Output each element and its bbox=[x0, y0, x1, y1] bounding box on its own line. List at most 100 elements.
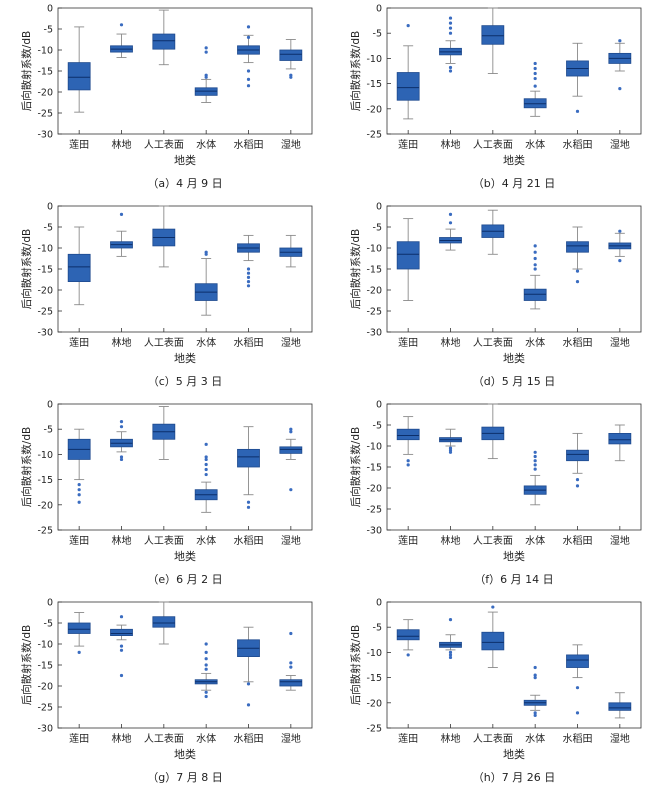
outlier-point bbox=[406, 463, 410, 467]
x-tick-label: 人工表面 bbox=[473, 732, 513, 745]
x-tick-label: 莲田 bbox=[398, 337, 418, 349]
panel-caption: （c）5 月 3 日 bbox=[148, 375, 223, 388]
box-0 bbox=[67, 612, 91, 654]
outlier-point bbox=[119, 648, 124, 652]
box-3 bbox=[523, 665, 547, 717]
box-1 bbox=[439, 428, 462, 454]
x-tick-label: 林地 bbox=[112, 138, 132, 151]
y-tick-label: 0 bbox=[376, 202, 382, 213]
x-tick-label: 莲田 bbox=[398, 139, 418, 151]
box-1 bbox=[439, 16, 462, 73]
outlier-point bbox=[575, 109, 580, 113]
outlier-point bbox=[246, 271, 251, 275]
panel-caption: （b）4 月 21 日 bbox=[473, 177, 555, 190]
panel-caption: （h）7 月 26 日 bbox=[473, 771, 555, 784]
y-tick-label: -10 bbox=[366, 244, 382, 255]
y-tick-label: -5 bbox=[44, 619, 53, 630]
outlier-point bbox=[533, 76, 537, 81]
outlier-point bbox=[448, 212, 453, 216]
box-5 bbox=[279, 39, 303, 79]
y-tick-label: -15 bbox=[37, 661, 53, 672]
box-iqr bbox=[67, 622, 91, 634]
box-5 bbox=[608, 424, 632, 462]
outlier-point bbox=[204, 442, 208, 446]
box-iqr bbox=[396, 428, 420, 441]
outlier-point bbox=[77, 488, 81, 492]
panel-caption: （d）5 月 15 日 bbox=[473, 375, 555, 388]
outlier-point bbox=[204, 667, 208, 671]
outlier-point bbox=[289, 661, 293, 665]
box-iqr bbox=[279, 49, 303, 61]
outlier-point bbox=[618, 87, 622, 91]
outlier-point bbox=[246, 703, 251, 707]
outlier-point bbox=[533, 66, 537, 71]
box-4 bbox=[566, 432, 589, 488]
outlier-point bbox=[289, 427, 293, 431]
box-1 bbox=[439, 212, 462, 251]
x-tick-label: 人工表面 bbox=[144, 732, 184, 745]
box-1 bbox=[110, 212, 133, 257]
outlier-point bbox=[406, 653, 410, 657]
plot-frame bbox=[386, 601, 642, 729]
outlier-point bbox=[491, 605, 495, 609]
outlier-point bbox=[246, 84, 251, 88]
y-tick-label: -15 bbox=[37, 265, 53, 276]
y-tick-label: -15 bbox=[37, 475, 53, 486]
outlier-point bbox=[246, 35, 251, 40]
box-iqr bbox=[523, 98, 547, 109]
outlier-point bbox=[448, 618, 453, 622]
box-iqr bbox=[152, 33, 176, 50]
y-tick-label: -25 bbox=[366, 724, 382, 735]
box-iqr bbox=[481, 25, 505, 45]
x-tick-label: 林地 bbox=[441, 732, 461, 745]
y-tick-label: -15 bbox=[37, 67, 53, 78]
box-1 bbox=[439, 618, 462, 660]
x-tick-label: 湿地 bbox=[610, 138, 630, 151]
y-axis-title: 后向散射系数/dB bbox=[349, 31, 362, 111]
y-tick-label: 0 bbox=[47, 598, 53, 609]
outlier-point bbox=[246, 25, 251, 29]
box-3 bbox=[523, 61, 547, 117]
y-tick-label: -25 bbox=[37, 526, 53, 537]
outlier-point bbox=[246, 280, 251, 284]
outlier-point bbox=[575, 686, 580, 690]
outlier-point bbox=[575, 269, 580, 273]
outlier-point bbox=[575, 280, 580, 284]
x-tick-label: 水体 bbox=[525, 139, 545, 151]
box-iqr bbox=[608, 433, 632, 445]
y-tick-label: -10 bbox=[366, 648, 382, 659]
outlier-point bbox=[246, 682, 251, 686]
box-2 bbox=[481, 209, 505, 255]
y-tick-label: -5 bbox=[44, 25, 53, 36]
y-tick-label: -20 bbox=[37, 286, 53, 297]
y-tick-label: -25 bbox=[37, 703, 53, 714]
x-tick-label: 水稻田 bbox=[563, 733, 593, 745]
outlier-point bbox=[204, 657, 208, 661]
box-0 bbox=[67, 226, 91, 306]
y-tick-label: -5 bbox=[373, 223, 382, 234]
outlier-point bbox=[448, 31, 453, 35]
box-iqr bbox=[566, 654, 589, 668]
outlier-point bbox=[119, 23, 124, 27]
x-tick-label: 湿地 bbox=[610, 732, 630, 745]
box-3 bbox=[194, 46, 218, 103]
y-tick-label: -20 bbox=[366, 104, 382, 115]
outlier-point bbox=[204, 467, 208, 472]
y-tick-label: -20 bbox=[366, 484, 382, 495]
outlier-point bbox=[204, 46, 208, 50]
x-tick-label: 水稻田 bbox=[234, 535, 264, 547]
outlier-point bbox=[448, 21, 453, 25]
y-tick-label: -10 bbox=[37, 244, 53, 255]
y-axis-title: 后向散射系数/dB bbox=[349, 229, 362, 309]
outlier-point bbox=[119, 455, 124, 459]
x-tick-label: 人工表面 bbox=[144, 336, 184, 349]
x-tick-label: 林地 bbox=[112, 336, 132, 349]
box-2 bbox=[481, 7, 505, 74]
box-1 bbox=[110, 615, 133, 678]
y-tick-label: -25 bbox=[366, 307, 382, 318]
plot-frame bbox=[386, 205, 642, 333]
x-tick-label: 人工表面 bbox=[144, 138, 184, 151]
outlier-point bbox=[406, 24, 410, 28]
